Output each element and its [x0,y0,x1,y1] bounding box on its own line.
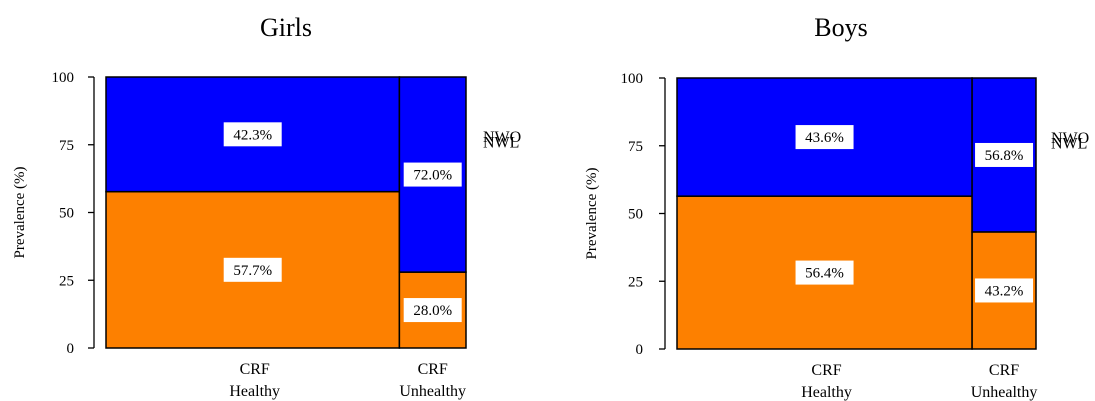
category-label-line2: Unhealthy [971,384,1038,401]
data-label-box [223,122,282,147]
category-label-line2: Unhealthy [399,383,466,400]
chart-title: Girls [260,13,312,42]
y-tick-label: 75 [59,138,74,154]
y-axis-label: Prevalence (%) [12,166,28,258]
category-label-line1: CRF [989,362,1019,379]
category-label-line2: Healthy [229,383,280,400]
category-label-line2: Healthy [801,384,852,401]
data-label: 56.4% [805,266,844,282]
series-label-nwl: NWL [483,134,519,151]
y-tick-label: 0 [67,341,75,357]
series-label-nwo: NWO [1051,130,1089,147]
y-axis-label: Prevalence (%) [584,167,600,259]
y-tick-label: 100 [621,71,644,87]
data-label-box [975,142,1034,167]
data-label-box [403,298,462,323]
category-label-line1: CRF [811,362,841,379]
data-label: 42.3% [233,127,272,143]
data-label-box [223,257,282,282]
y-tick-label: 100 [52,70,75,86]
category-label-line1: CRF [240,361,270,378]
data-label: 56.8% [985,148,1024,164]
y-tick-label: 50 [59,206,74,222]
y-tick-label: 50 [628,207,643,223]
category-label-line1: CRF [418,361,448,378]
data-label: 57.7% [233,263,272,279]
data-label: 43.6% [805,130,844,146]
y-tick-label: 0 [636,342,644,358]
series-label-nwl: NWL [1051,135,1087,152]
series-label-nwo: NWO [483,129,521,146]
y-tick-label: 25 [59,273,74,289]
data-label-box [403,162,462,187]
data-label: 28.0% [413,303,452,319]
data-label-box [975,278,1034,303]
data-label: 43.2% [985,283,1024,299]
y-tick-label: 25 [628,274,643,290]
data-label-box [795,125,854,150]
data-label-box [795,260,854,285]
data-label: 72.0% [413,168,452,184]
y-tick-label: 75 [628,139,643,155]
chart-title: Boys [814,13,867,42]
